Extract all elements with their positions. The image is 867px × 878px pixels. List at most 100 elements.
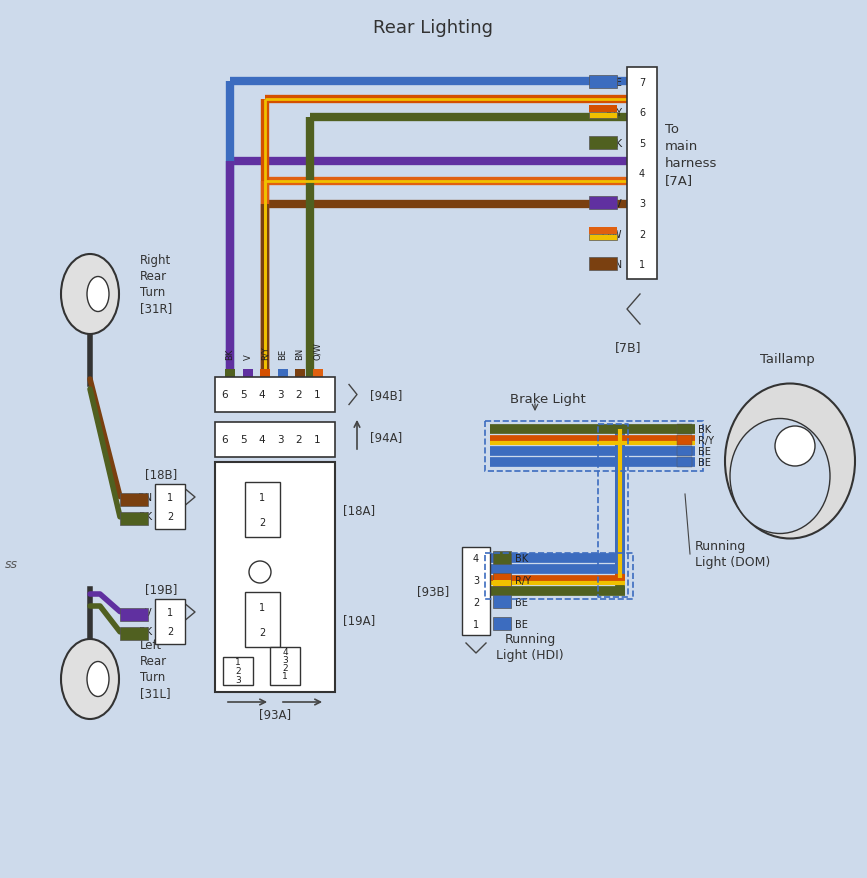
- Text: 6: 6: [222, 435, 228, 445]
- Text: 2: 2: [259, 517, 265, 527]
- Text: [93B]: [93B]: [417, 585, 449, 598]
- Text: 3: 3: [277, 390, 284, 400]
- Text: 2: 2: [166, 512, 173, 522]
- Text: 4: 4: [282, 648, 288, 657]
- Text: 1: 1: [314, 435, 321, 445]
- Bar: [215, 422, 335, 457]
- Text: BK: BK: [139, 512, 152, 522]
- Text: Running
Light (HDI): Running Light (HDI): [496, 633, 564, 662]
- Bar: [215, 378, 335, 413]
- Text: R/Y: R/Y: [260, 346, 270, 360]
- Bar: [589, 113, 617, 119]
- Text: 4: 4: [473, 553, 479, 564]
- Text: 2: 2: [639, 229, 645, 240]
- Text: 2: 2: [282, 664, 288, 673]
- Text: O/W: O/W: [602, 229, 622, 240]
- Text: 3: 3: [277, 435, 284, 445]
- Bar: [589, 76, 617, 89]
- Text: 5: 5: [240, 435, 247, 445]
- Text: Brake Light: Brake Light: [510, 393, 586, 406]
- Text: 3: 3: [235, 676, 241, 685]
- Circle shape: [249, 561, 271, 583]
- Text: [18B]: [18B]: [145, 468, 177, 481]
- Bar: [589, 106, 617, 113]
- Text: Left
Rear
Turn
[31L]: Left Rear Turn [31L]: [140, 639, 171, 700]
- Bar: [120, 628, 148, 641]
- Bar: [677, 435, 692, 445]
- Text: To
main
harness
[7A]: To main harness [7A]: [665, 123, 717, 187]
- Text: BE: BE: [515, 619, 528, 630]
- Bar: [313, 370, 323, 378]
- Text: 7: 7: [639, 78, 645, 88]
- Bar: [589, 234, 617, 241]
- Text: 4: 4: [639, 169, 645, 179]
- Bar: [278, 370, 288, 378]
- Text: 1: 1: [167, 607, 173, 617]
- Text: R/Y: R/Y: [606, 108, 622, 119]
- Ellipse shape: [87, 277, 109, 313]
- Text: 1: 1: [314, 390, 321, 400]
- Text: 3: 3: [639, 199, 645, 209]
- Text: V: V: [146, 607, 152, 617]
- Ellipse shape: [61, 255, 119, 335]
- Text: 5: 5: [639, 139, 645, 148]
- Text: 5: 5: [240, 390, 247, 400]
- Text: BE: BE: [698, 447, 711, 457]
- Bar: [155, 600, 185, 644]
- Text: 2: 2: [235, 666, 241, 676]
- Text: 1: 1: [259, 602, 265, 613]
- Text: BK: BK: [609, 139, 622, 148]
- Circle shape: [775, 427, 815, 466]
- Text: [94A]: [94A]: [370, 431, 402, 444]
- Text: Taillamp: Taillamp: [760, 353, 815, 366]
- Text: Rear Lighting: Rear Lighting: [373, 19, 493, 37]
- Text: BE: BE: [515, 597, 528, 608]
- Bar: [260, 370, 270, 378]
- Text: BK: BK: [139, 627, 152, 637]
- Bar: [589, 227, 617, 234]
- Text: [18A]: [18A]: [343, 503, 375, 516]
- Text: 6: 6: [222, 390, 228, 400]
- Ellipse shape: [725, 384, 855, 539]
- Text: BN: BN: [608, 260, 622, 270]
- Bar: [462, 547, 490, 636]
- Text: BN: BN: [296, 348, 304, 360]
- Text: 1: 1: [259, 493, 265, 503]
- Bar: [225, 370, 235, 378]
- Text: 3: 3: [282, 656, 288, 665]
- Text: Running
Light (DOM): Running Light (DOM): [695, 540, 770, 569]
- Text: 2: 2: [296, 390, 303, 400]
- Ellipse shape: [87, 662, 109, 697]
- Bar: [589, 137, 617, 149]
- Text: Right
Rear
Turn
[31R]: Right Rear Turn [31R]: [140, 255, 173, 315]
- Text: 2: 2: [166, 627, 173, 637]
- Bar: [485, 421, 703, 471]
- Text: BK: BK: [698, 425, 711, 435]
- Text: [19B]: [19B]: [145, 583, 178, 596]
- Bar: [493, 595, 511, 608]
- Text: 4: 4: [258, 390, 265, 400]
- Bar: [493, 573, 511, 587]
- Bar: [270, 647, 300, 685]
- Bar: [243, 370, 253, 378]
- Text: BE: BE: [610, 78, 622, 88]
- Text: 1: 1: [282, 672, 288, 680]
- Bar: [245, 482, 280, 537]
- Text: 4: 4: [258, 435, 265, 445]
- Bar: [120, 608, 148, 622]
- Text: 2: 2: [473, 597, 479, 608]
- Bar: [155, 485, 185, 529]
- Text: [94B]: [94B]: [370, 389, 402, 401]
- Bar: [627, 68, 657, 280]
- Text: 6: 6: [639, 108, 645, 119]
- Bar: [245, 593, 280, 647]
- Text: 3: 3: [473, 575, 479, 586]
- Bar: [677, 447, 692, 457]
- Bar: [589, 257, 617, 270]
- Bar: [493, 580, 511, 587]
- Ellipse shape: [61, 639, 119, 719]
- Text: 1: 1: [473, 619, 479, 630]
- Bar: [120, 513, 148, 526]
- Bar: [589, 197, 617, 210]
- Text: O/W: O/W: [314, 342, 323, 360]
